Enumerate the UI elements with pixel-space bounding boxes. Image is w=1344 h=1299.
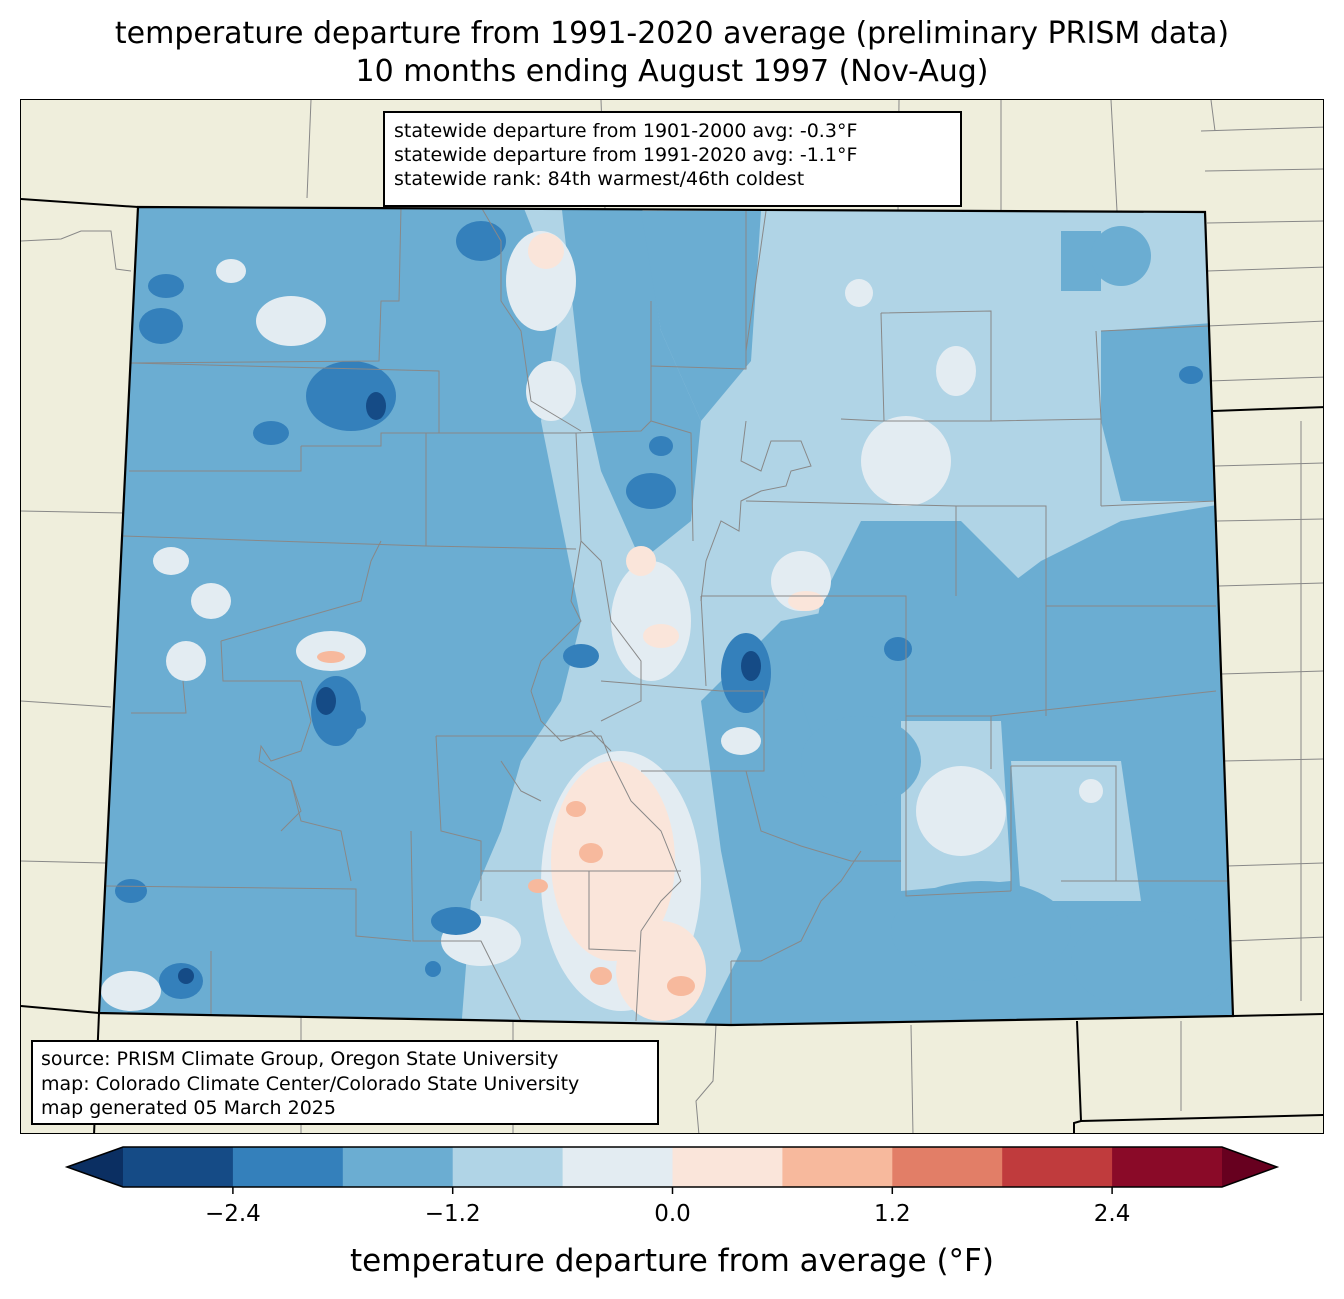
colorbar-segment — [1002, 1147, 1113, 1187]
colorado-map — [21, 100, 1323, 1133]
colorbar-tick-label: −2.4 — [205, 1201, 261, 1227]
colorbar-segment — [1112, 1147, 1223, 1187]
stats-rank: statewide rank: 84th warmest/46th coldes… — [394, 168, 805, 190]
colorbar-segment — [342, 1147, 454, 1187]
colorbar-segment — [232, 1147, 344, 1187]
colorbar-tick-label: −1.2 — [425, 1201, 481, 1227]
county-boundaries — [105, 207, 1233, 1025]
stats-departure-1901-2000: statewide departure from 1901-2000 avg: … — [394, 120, 858, 142]
colorbar-tick-label: 2.4 — [1094, 1201, 1131, 1227]
map-panel — [20, 99, 1324, 1134]
colorbar-segment — [892, 1147, 1003, 1187]
colorbar-outline — [64, 1146, 1280, 1188]
colorbar-segments — [64, 1146, 1280, 1188]
neighbor-state-lines — [21, 198, 1323, 1133]
colorado-state-border — [97, 205, 1235, 1027]
colorbar-segment — [672, 1147, 783, 1187]
temperature-departure-field — [99, 207, 1233, 1025]
colorbar: −2.4 −1.2 0.0 1.2 2.4 — [64, 1146, 1280, 1227]
credit-generated: map generated 05 March 2025 — [41, 1097, 336, 1119]
colorbar-label: temperature departure from average (°F) — [350, 1243, 994, 1279]
colorbar-tick-label: 0.0 — [654, 1201, 691, 1227]
colorbar-ticks: −2.4 −1.2 0.0 1.2 2.4 — [205, 1187, 1130, 1227]
colorbar-segment — [123, 1147, 234, 1187]
colorbar-segment — [562, 1147, 673, 1187]
stats-departure-1991-2020: statewide departure from 1991-2020 avg: … — [394, 144, 858, 166]
map-title-line-1: temperature departure from 1991-2020 ave… — [114, 16, 1230, 51]
credits-box: source: PRISM Climate Group, Oregon Stat… — [31, 1040, 659, 1125]
map-title-line-2: 10 months ending August 1997 (Nov-Aug) — [355, 54, 989, 89]
colorbar-tick-label: 1.2 — [874, 1201, 911, 1227]
colorbar-segment — [452, 1147, 564, 1187]
colorbar-segment — [782, 1147, 893, 1187]
colorbar-extend-over — [1222, 1147, 1277, 1187]
credit-source: source: PRISM Climate Group, Oregon Stat… — [41, 1048, 559, 1070]
colorbar-extend-under — [67, 1147, 123, 1187]
statewide-stats-box: statewide departure from 1901-2000 avg: … — [383, 111, 962, 207]
credit-map: map: Colorado Climate Center/Colorado St… — [41, 1072, 580, 1095]
